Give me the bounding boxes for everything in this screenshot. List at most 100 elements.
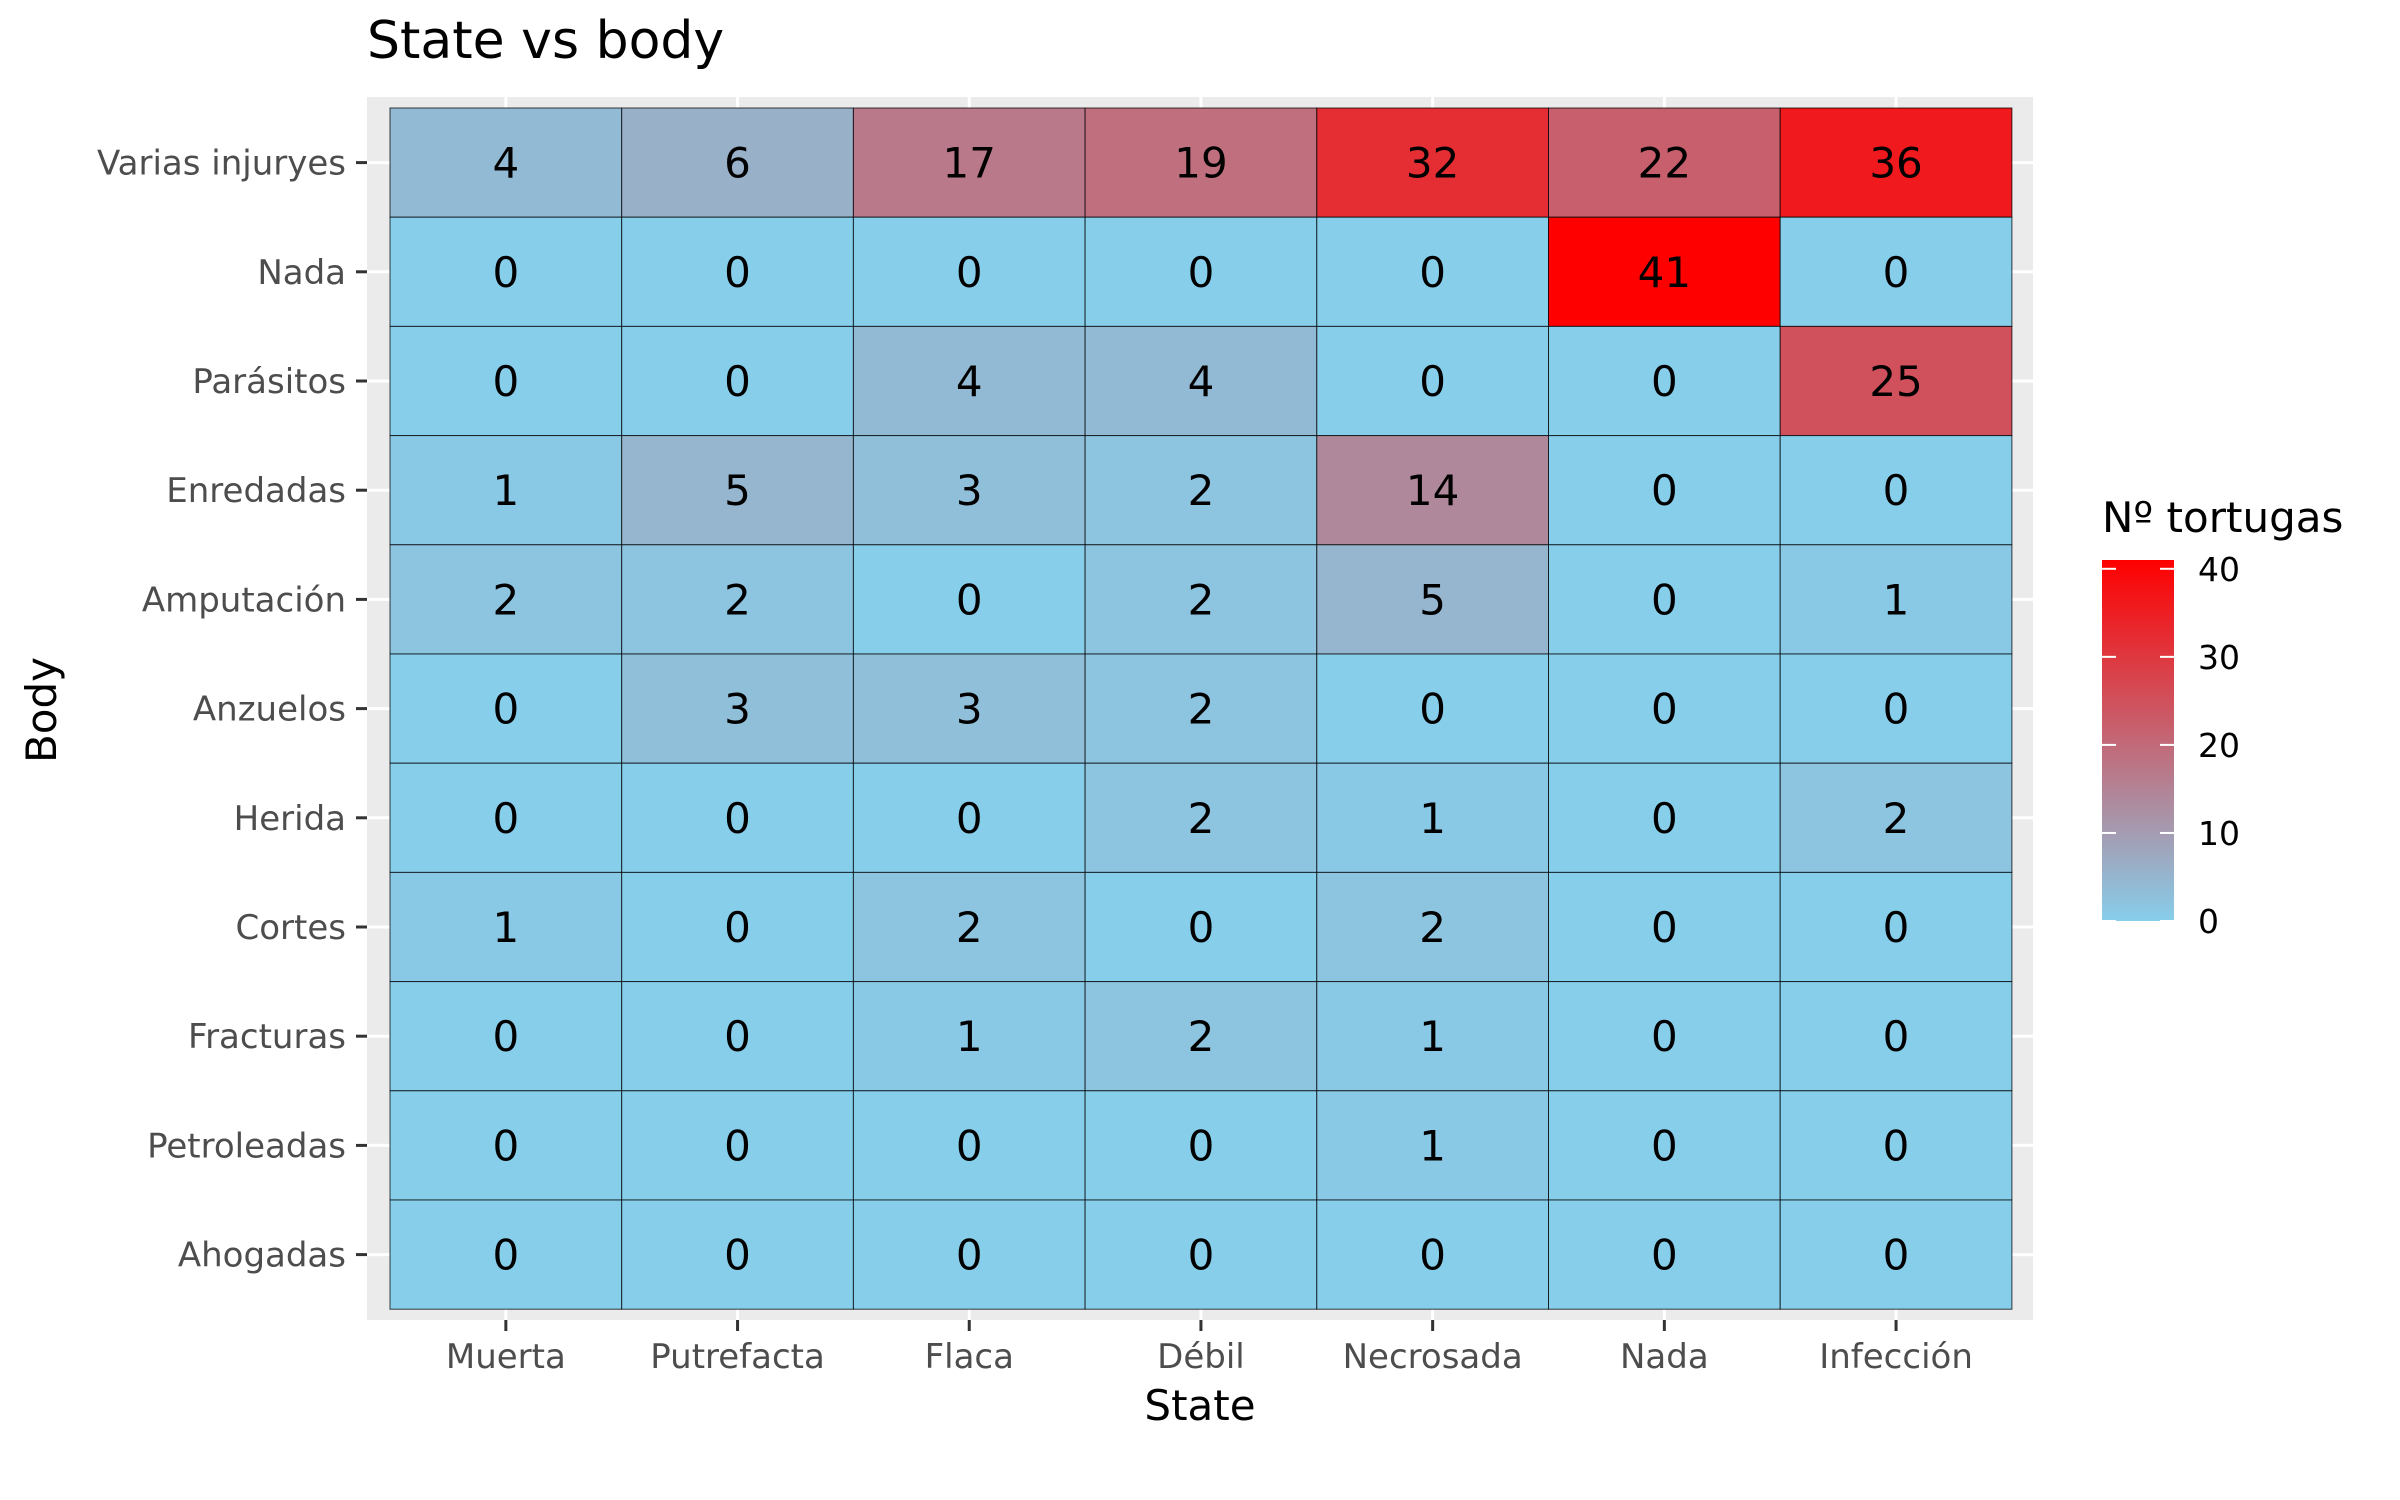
cell-value-label: 0 [1419, 685, 1446, 734]
legend-title: Nº tortugas [2102, 493, 2343, 542]
heatmap-cell [1548, 1199, 1781, 1310]
cell-value-label: 0 [956, 1121, 983, 1170]
heatmap-cell [1316, 435, 1550, 546]
cell-value-label: 5 [724, 466, 751, 515]
cell-value-label: 0 [1883, 1231, 1910, 1280]
cell-value-label: 2 [1188, 466, 1215, 515]
cell-value-label: 2 [956, 903, 983, 952]
cell-value-label: 1 [1419, 1121, 1446, 1170]
chart-title: State vs body [367, 11, 724, 71]
cell-value-label: 0 [1651, 794, 1678, 843]
y-tick-label: Enredadas [166, 471, 346, 511]
cell-value-label: 0 [1651, 903, 1678, 952]
heatmap-cells [389, 107, 2013, 1310]
y-tick-label: Nada [257, 253, 346, 293]
heatmap-cell [1316, 107, 1550, 218]
heatmap-cell [621, 653, 854, 764]
x-tick-label: Muerta [446, 1337, 566, 1377]
cell-value-label: 4 [956, 357, 983, 406]
cell-value-label: 0 [1651, 1231, 1678, 1280]
cell-value-label: 0 [492, 248, 519, 297]
cell-value-label: 0 [1651, 1012, 1678, 1061]
heatmap-cell [1548, 1090, 1781, 1201]
heatmap-cell [1084, 1199, 1318, 1310]
cell-value-label: 0 [724, 794, 751, 843]
cell-value-label: 4 [1188, 357, 1215, 406]
cell-value-label: 3 [956, 685, 983, 734]
y-tick-label: Fracturas [188, 1017, 346, 1057]
cell-value-label: 2 [1419, 903, 1446, 952]
cell-value-label: 0 [1419, 357, 1446, 406]
heatmap-cell [1316, 1199, 1550, 1310]
heatmap-cell [1779, 762, 2013, 873]
cell-value-label: 19 [1174, 139, 1227, 188]
cell-value-label: 0 [1651, 466, 1678, 515]
x-tick-label: Flaca [925, 1337, 1014, 1377]
heatmap-cell [621, 544, 854, 655]
heatmap-cell [1779, 871, 2013, 983]
cell-value-label: 0 [724, 1121, 751, 1170]
cell-value-label: 2 [492, 575, 519, 624]
heatmap-cell [621, 1199, 854, 1310]
heatmap-cell [852, 1199, 1086, 1310]
heatmap-cell [389, 762, 623, 873]
cell-value-label: 0 [1651, 575, 1678, 624]
heatmap-cell [621, 981, 854, 1092]
heatmap-cell [1084, 216, 1318, 327]
cell-value-label: 2 [1188, 794, 1215, 843]
cell-value-label: 2 [1188, 575, 1215, 624]
heatmap-cell [1548, 871, 1781, 983]
x-tick-label: Débil [1157, 1337, 1245, 1377]
cell-value-label: 0 [956, 575, 983, 624]
cell-value-label: 0 [1419, 248, 1446, 297]
cell-value-label: 22 [1638, 139, 1691, 188]
cell-value-label: 0 [1883, 903, 1910, 952]
heatmap-cell [1316, 1090, 1550, 1201]
y-tick-label: Parásitos [192, 362, 346, 402]
cell-value-label: 0 [1188, 1231, 1215, 1280]
x-tick-label: Putrefacta [650, 1337, 825, 1377]
heatmap-cell [1316, 871, 1550, 983]
heatmap-cell [1084, 653, 1318, 764]
y-tick-label: Petroleadas [147, 1126, 346, 1166]
cell-value-label: 0 [492, 1231, 519, 1280]
heatmap-cell [621, 871, 854, 983]
heatmap-cell [852, 981, 1086, 1092]
heatmap-cell [1084, 107, 1318, 218]
y-axis-title: Body [17, 657, 66, 763]
heatmap-cell [1548, 653, 1781, 764]
heatmap-cell [389, 1090, 623, 1201]
heatmap-cell [1548, 325, 1781, 437]
cell-value-label: 0 [492, 685, 519, 734]
cell-value-label: 0 [492, 794, 519, 843]
cell-value-label: 0 [1651, 1121, 1678, 1170]
legend-tick-label: 10 [2198, 814, 2240, 853]
heatmap-cell [1779, 981, 2013, 1092]
cell-value-label: 17 [943, 139, 996, 188]
cell-value-label: 36 [1869, 139, 1922, 188]
heatmap-cell [621, 216, 854, 327]
heatmap-cell [1548, 762, 1781, 873]
x-axis: Muerta Putrefacta Flaca Débil Necrosada Nada I… [446, 1320, 1973, 1377]
heatmap-cell [852, 762, 1086, 873]
cell-value-label: 0 [1883, 248, 1910, 297]
heatmap-cell [1779, 1199, 2013, 1310]
legend-tick-label: 30 [2198, 638, 2240, 677]
heatmap-cell [621, 1090, 854, 1201]
heatmap-cell [1316, 544, 1550, 655]
heatmap-cell [621, 325, 854, 437]
cell-value-label: 41 [1638, 248, 1691, 297]
cell-value-label: 0 [724, 1012, 751, 1061]
color-legend: Nº tortugas 0 10 20 30 40 [2102, 493, 2343, 941]
heatmap-cell [1779, 1090, 2013, 1201]
cell-value-label: 0 [492, 1012, 519, 1061]
cell-value-label: 0 [1651, 357, 1678, 406]
cell-value-label: 1 [1419, 794, 1446, 843]
cell-value-label: 0 [492, 1121, 519, 1170]
cell-value-label: 1 [956, 1012, 983, 1061]
heatmap-cell [1084, 762, 1318, 873]
cell-value-label: 2 [1883, 794, 1910, 843]
heatmap-cell [852, 216, 1086, 327]
legend-tick-label: 20 [2198, 726, 2240, 765]
cell-value-label: 2 [1188, 1012, 1215, 1061]
